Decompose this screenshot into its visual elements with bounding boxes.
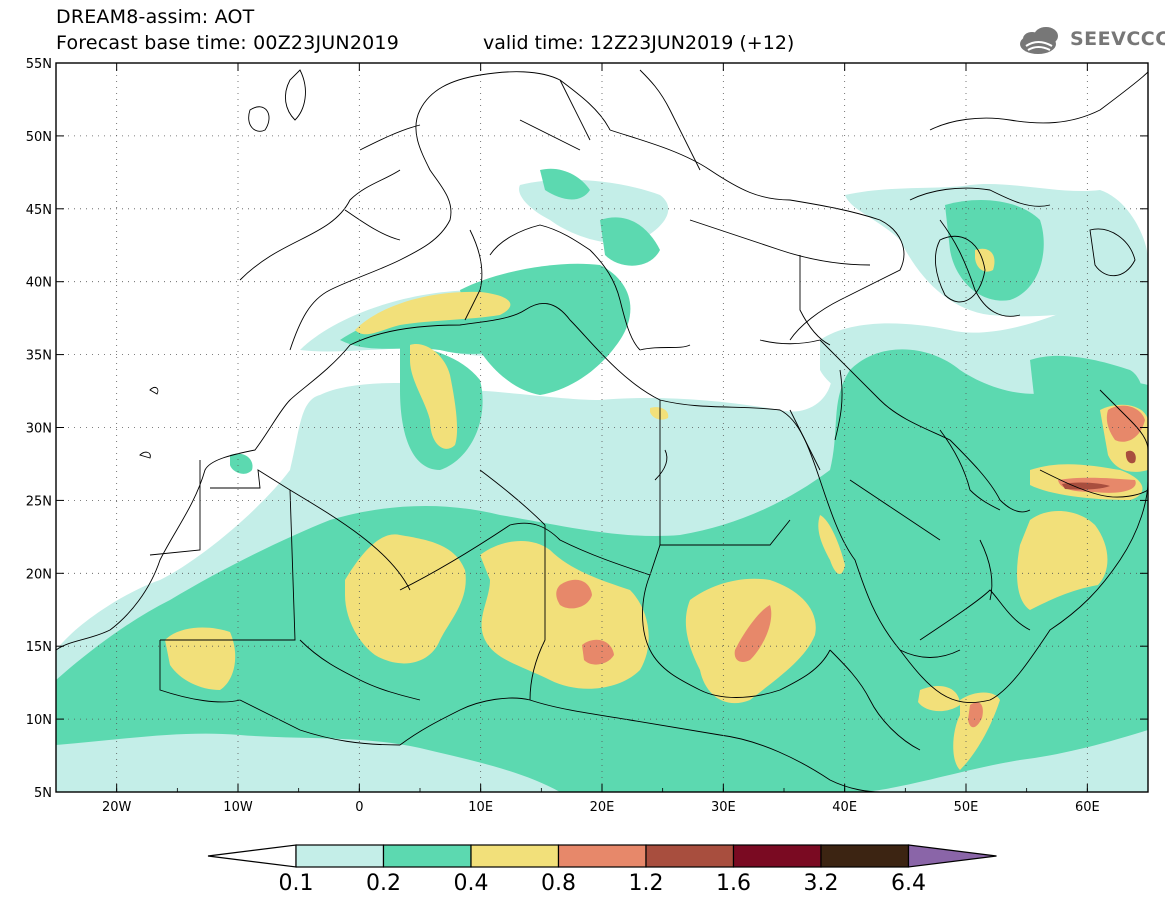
colorbar-right-arrow (907, 844, 997, 868)
colorbar-swatch (732, 844, 822, 868)
lon-tick-label: 10W (223, 800, 253, 815)
axis-ticks: 5N 10N 15N 20N 25N 30N 35N 40N 45N 50N 55N 20W 10W 0 1… (26, 57, 1149, 815)
colorbar-swatch (820, 844, 910, 868)
colorbar-label: 1.6 (716, 871, 751, 896)
lat-tick-label: 10N (26, 713, 52, 728)
lat-tick-label: 40N (26, 276, 52, 291)
lon-tick-label: 10E (468, 800, 493, 815)
lat-tick-label: 45N (26, 203, 52, 218)
aot-level-0.2 (56, 168, 1148, 792)
lon-tick-label: 30E (711, 800, 736, 815)
lon-tick-label: 50E (954, 800, 979, 815)
colorbar-label: 0.1 (279, 871, 314, 896)
lon-tick-label: 60E (1075, 800, 1100, 815)
valid-time: valid time: 12Z23JUN2019 (+12) (483, 32, 795, 54)
aot-contours (56, 168, 1148, 792)
aot-level-0.4 (165, 248, 1148, 770)
coastlines (56, 69, 1148, 792)
colorbar-label: 0.4 (454, 871, 489, 896)
colorbar-swatch (470, 844, 560, 868)
map-title: DREAM8-assim: AOT (56, 6, 255, 28)
lat-tick-label: 55N (26, 57, 52, 72)
graticule (56, 63, 1148, 792)
lon-tick-label: 40E (832, 800, 857, 815)
lat-tick-label: 5N (34, 786, 52, 801)
colorbar-label: 0.2 (366, 871, 401, 896)
colorbar-label: 0.8 (541, 871, 576, 896)
colorbar-swatch (645, 844, 735, 868)
lat-tick-label: 25N (26, 494, 52, 509)
colorbar-left-arrow (207, 844, 297, 868)
colorbar-label: 1.2 (629, 871, 664, 896)
lat-tick-label: 15N (26, 640, 52, 655)
lat-tick-label: 20N (26, 567, 52, 582)
colorbar-swatch (382, 844, 472, 868)
lat-tick-label: 30N (26, 422, 52, 437)
lat-tick-label: 50N (26, 130, 52, 145)
lat-tick-label: 35N (26, 349, 52, 364)
lon-tick-label: 20E (590, 800, 615, 815)
colorbar-swatch (557, 844, 647, 868)
lon-tick-label: 0 (355, 800, 363, 815)
colorbar-label: 3.2 (804, 871, 839, 896)
colorbar: 0.1 0.2 0.4 0.8 1.2 1.6 3.2 6.4 (207, 844, 997, 896)
lon-tick-label: 20W (102, 800, 132, 815)
aot-level-1.2 (1062, 450, 1136, 490)
logo-text: SEEVCCC (1070, 28, 1165, 50)
forecast-base-time: Forecast base time: 00Z23JUN2019 (56, 32, 399, 54)
colorbar-swatch (295, 844, 385, 868)
colorbar-label: 6.4 (891, 871, 926, 896)
cloud-icon (1020, 27, 1058, 54)
